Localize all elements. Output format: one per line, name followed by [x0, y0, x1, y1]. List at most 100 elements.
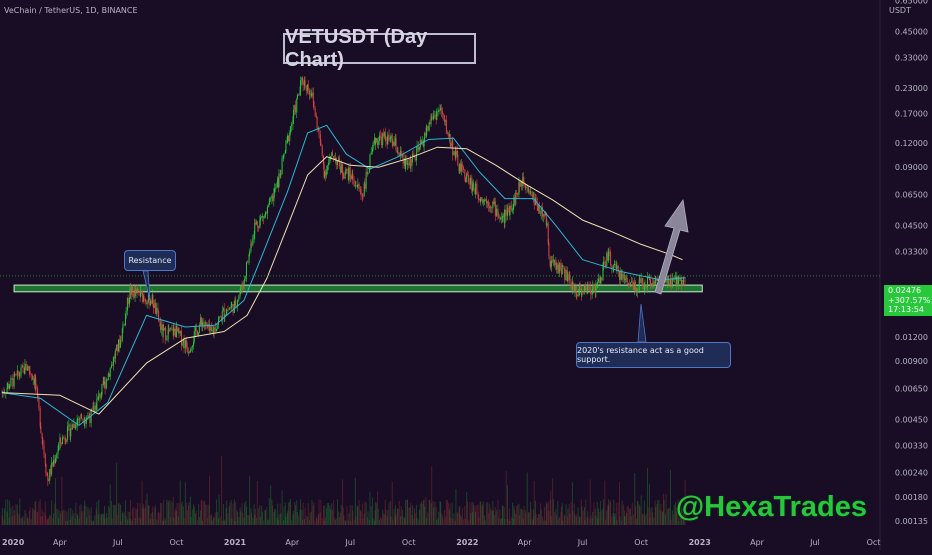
volume-bar [321, 518, 323, 525]
candle-body [329, 156, 331, 159]
candle-body [161, 324, 163, 331]
volume-bar [172, 496, 174, 525]
candle-body [555, 262, 557, 266]
volume-bar [526, 472, 528, 525]
candle-body [359, 189, 361, 190]
volume-bar [34, 501, 36, 525]
volume-bar [293, 510, 295, 525]
candle-body [561, 269, 563, 275]
volume-bar [154, 507, 156, 525]
volume-bar [345, 520, 347, 525]
candle-body [403, 159, 405, 164]
candle-body [513, 197, 515, 205]
volume-bar [436, 519, 438, 525]
volume-bar [44, 501, 46, 525]
volume-bar [12, 506, 14, 525]
candle-body [524, 183, 526, 188]
volume-bar [633, 514, 635, 525]
volume-bar [682, 515, 684, 525]
candle-body [468, 175, 470, 183]
candle-body [342, 164, 344, 175]
volume-bar [573, 503, 575, 525]
y-tick-label: 0.00135 [895, 517, 928, 526]
volume-bar [251, 512, 253, 525]
volume-bar [10, 507, 12, 525]
volume-bar [624, 516, 626, 525]
candle-body [96, 399, 98, 410]
candle-body [141, 290, 143, 292]
volume-bar [320, 499, 322, 525]
candle-body [296, 94, 298, 99]
resistance-callout[interactable]: Resistance [124, 250, 176, 271]
symbol-info[interactable]: VeChain / TetherUS, 1D, BINANCE [4, 6, 138, 15]
candle-body [153, 303, 155, 309]
volume-bar [258, 508, 260, 525]
candle-body [167, 329, 169, 340]
volume-bar [285, 516, 287, 525]
candle-body [421, 140, 423, 144]
volume-bar [346, 506, 348, 525]
volume-bar [669, 469, 671, 525]
volume-bar [593, 502, 595, 525]
candle-body [307, 84, 309, 91]
candle-body [139, 293, 141, 297]
candle-body [189, 350, 191, 353]
volume-bar [645, 513, 647, 525]
volume-bar [200, 500, 202, 525]
volume-bar [247, 514, 249, 525]
volume-bar [452, 519, 454, 525]
volume-bar [400, 506, 402, 525]
candle-body [66, 439, 68, 443]
volume-bar [186, 502, 188, 525]
candle-body [629, 282, 631, 285]
volume-bar [624, 516, 626, 525]
candle-body [504, 209, 506, 223]
volume-bar [602, 508, 604, 525]
candle-body [17, 370, 19, 375]
candle-body [475, 183, 477, 195]
candle-body [24, 363, 26, 374]
candle-body [538, 205, 540, 211]
candle-body [522, 177, 524, 182]
candle-body [318, 128, 320, 135]
volume-bar [372, 518, 374, 525]
candle-body [273, 192, 275, 202]
candle-body [369, 154, 371, 170]
volume-bar [612, 512, 614, 525]
volume-bar [188, 505, 190, 525]
last-price-tag: 0.02476 +307.57% 17:13:54 [884, 285, 932, 316]
volume-bar [464, 519, 466, 525]
volume-bar [249, 476, 251, 525]
candle-body [245, 276, 247, 279]
candle-body [597, 281, 599, 283]
volume-bar [126, 519, 128, 525]
candle-body [28, 366, 30, 371]
volume-bar [237, 511, 239, 525]
volume-bar [585, 499, 587, 525]
volume-bar [216, 511, 218, 525]
volume-bar [61, 476, 63, 525]
volume-bar [557, 501, 559, 525]
bar-timer: 17:13:54 [888, 305, 924, 314]
candle-body [171, 328, 173, 330]
candle-body [149, 301, 151, 306]
candle-body [610, 252, 612, 266]
volume-bar [565, 504, 567, 525]
candle-body [228, 308, 230, 310]
volume-bar [482, 501, 484, 525]
candle-body [629, 284, 631, 286]
volume-bar [561, 503, 563, 525]
candle-body [520, 182, 522, 187]
volume-bar [145, 499, 147, 525]
volume-bar [134, 518, 136, 525]
volume-bar [307, 517, 309, 525]
support-callout[interactable]: 2020's resistance act as a good support. [576, 342, 731, 368]
volume-bar [478, 517, 480, 525]
candle-body [356, 185, 358, 187]
candle-body [577, 294, 579, 297]
candle-body [402, 153, 404, 164]
candle-body [270, 198, 272, 200]
y-tick-label: 0.01200 [895, 333, 928, 342]
